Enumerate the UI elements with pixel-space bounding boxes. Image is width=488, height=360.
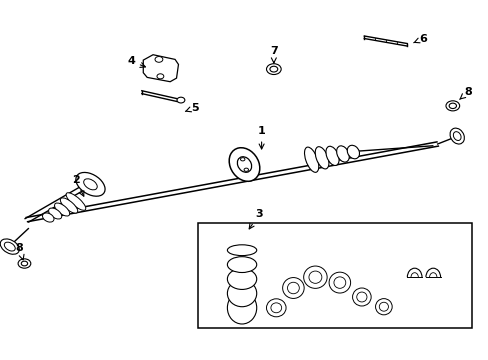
Ellipse shape: [55, 203, 69, 216]
Ellipse shape: [287, 282, 299, 294]
Ellipse shape: [304, 147, 318, 172]
Ellipse shape: [240, 158, 244, 161]
Ellipse shape: [155, 57, 163, 62]
Ellipse shape: [266, 299, 285, 317]
Ellipse shape: [379, 302, 387, 311]
Ellipse shape: [83, 179, 97, 190]
Ellipse shape: [227, 245, 256, 256]
Bar: [198, 223, 471, 328]
Ellipse shape: [21, 261, 27, 266]
Ellipse shape: [328, 272, 350, 293]
Ellipse shape: [42, 213, 54, 222]
Ellipse shape: [227, 292, 256, 324]
Ellipse shape: [266, 64, 281, 75]
Ellipse shape: [66, 193, 85, 210]
Text: 8: 8: [16, 243, 24, 260]
Ellipse shape: [303, 266, 326, 288]
Ellipse shape: [445, 101, 459, 111]
Ellipse shape: [325, 146, 338, 166]
Ellipse shape: [356, 292, 366, 302]
Text: 6: 6: [413, 34, 426, 44]
Ellipse shape: [308, 271, 321, 283]
Ellipse shape: [229, 148, 259, 181]
Text: 2: 2: [72, 175, 83, 196]
Ellipse shape: [346, 145, 359, 159]
Ellipse shape: [0, 239, 19, 254]
Ellipse shape: [449, 128, 464, 144]
Ellipse shape: [4, 242, 15, 251]
Ellipse shape: [177, 97, 184, 103]
Text: 7: 7: [269, 46, 277, 63]
Ellipse shape: [448, 103, 456, 109]
Polygon shape: [143, 55, 178, 82]
Ellipse shape: [333, 277, 345, 288]
Ellipse shape: [60, 198, 78, 213]
Ellipse shape: [237, 157, 251, 172]
Text: 3: 3: [249, 209, 263, 229]
Ellipse shape: [315, 147, 328, 169]
Ellipse shape: [244, 168, 248, 171]
Text: 8: 8: [459, 87, 471, 99]
Ellipse shape: [227, 269, 256, 289]
Ellipse shape: [227, 280, 256, 307]
Text: 1: 1: [257, 126, 265, 149]
Ellipse shape: [269, 66, 277, 72]
Ellipse shape: [48, 208, 61, 219]
Ellipse shape: [375, 299, 391, 315]
Text: 4: 4: [127, 56, 145, 67]
Ellipse shape: [270, 303, 281, 313]
Ellipse shape: [157, 74, 163, 79]
Ellipse shape: [336, 146, 348, 162]
Ellipse shape: [282, 278, 304, 298]
Ellipse shape: [352, 288, 370, 306]
Ellipse shape: [227, 257, 256, 273]
Ellipse shape: [76, 172, 105, 196]
Text: 5: 5: [185, 103, 198, 113]
Ellipse shape: [18, 259, 31, 268]
Ellipse shape: [452, 132, 460, 140]
